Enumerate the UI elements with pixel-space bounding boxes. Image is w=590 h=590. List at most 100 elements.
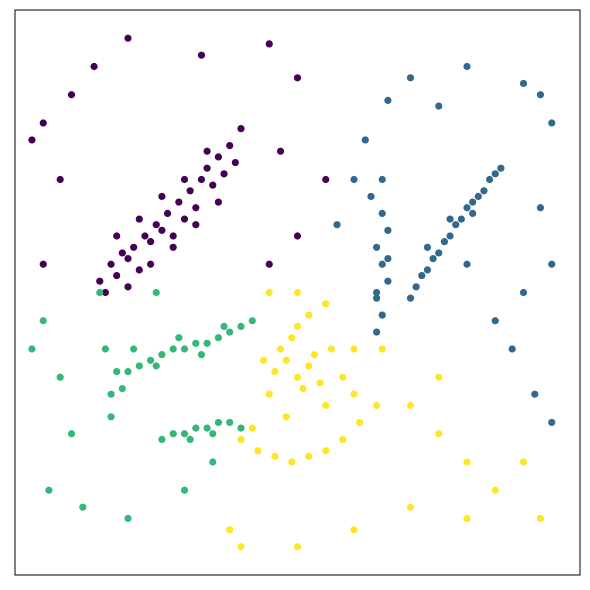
point — [440, 238, 448, 246]
point — [96, 277, 104, 285]
point — [197, 351, 206, 359]
point — [406, 294, 415, 302]
point — [254, 447, 262, 455]
point — [180, 175, 189, 184]
point — [446, 215, 454, 223]
plot-frame — [14, 9, 581, 576]
point — [265, 390, 273, 398]
point — [491, 317, 499, 325]
point — [435, 430, 443, 438]
point — [322, 447, 330, 455]
point — [124, 283, 132, 291]
point — [356, 418, 364, 427]
point — [378, 345, 386, 353]
point — [192, 424, 200, 432]
point — [350, 526, 358, 534]
point — [288, 334, 296, 342]
point — [373, 243, 381, 251]
point — [158, 226, 166, 234]
point — [169, 345, 177, 353]
point — [186, 187, 194, 195]
point — [305, 362, 313, 370]
point — [214, 198, 222, 206]
point — [214, 334, 222, 342]
point — [322, 175, 330, 184]
point — [152, 221, 160, 229]
point — [130, 345, 138, 353]
point — [101, 288, 109, 297]
point — [67, 91, 76, 99]
point — [220, 170, 228, 178]
point — [28, 345, 36, 353]
point — [367, 192, 375, 201]
point — [107, 390, 115, 398]
point — [96, 288, 104, 297]
point — [378, 209, 386, 217]
point — [39, 260, 47, 268]
point — [469, 209, 477, 217]
point — [457, 215, 465, 223]
point — [192, 204, 200, 212]
point — [248, 424, 256, 432]
point — [536, 514, 545, 523]
point — [124, 34, 132, 42]
point — [79, 503, 87, 511]
point — [293, 322, 302, 330]
point — [67, 430, 76, 438]
point — [265, 260, 273, 268]
point — [197, 51, 206, 59]
point — [350, 390, 358, 398]
point — [384, 277, 392, 285]
point — [186, 435, 194, 443]
point — [226, 142, 234, 150]
point — [327, 345, 335, 353]
point — [180, 215, 189, 223]
point — [101, 345, 109, 353]
point — [169, 430, 177, 438]
point — [305, 311, 313, 319]
point — [231, 158, 239, 167]
point — [322, 401, 330, 410]
point — [276, 147, 285, 155]
point — [130, 243, 138, 251]
point — [293, 288, 302, 297]
point — [519, 288, 528, 297]
point — [548, 260, 556, 268]
point — [373, 288, 381, 297]
point — [135, 215, 143, 223]
point — [107, 260, 115, 268]
point — [214, 153, 222, 161]
point — [113, 368, 121, 376]
point — [423, 266, 432, 274]
point — [265, 288, 273, 297]
point — [463, 514, 471, 523]
point — [339, 435, 347, 443]
point — [293, 74, 302, 82]
point — [265, 40, 273, 48]
point — [333, 221, 341, 229]
point — [192, 221, 200, 229]
point — [45, 486, 53, 494]
point — [192, 339, 200, 347]
point — [519, 79, 528, 88]
point — [175, 198, 183, 206]
point — [237, 322, 245, 330]
point — [305, 452, 313, 460]
point — [452, 221, 460, 229]
point — [237, 435, 245, 443]
point — [310, 351, 319, 359]
point — [373, 294, 381, 302]
point — [463, 458, 471, 466]
point — [486, 175, 494, 184]
point — [378, 311, 386, 319]
point — [147, 260, 155, 268]
point — [147, 238, 155, 246]
point — [209, 181, 217, 189]
point — [158, 192, 166, 201]
point — [406, 503, 415, 511]
point — [237, 125, 245, 133]
point — [271, 368, 279, 376]
point — [203, 424, 211, 432]
point — [248, 317, 256, 325]
